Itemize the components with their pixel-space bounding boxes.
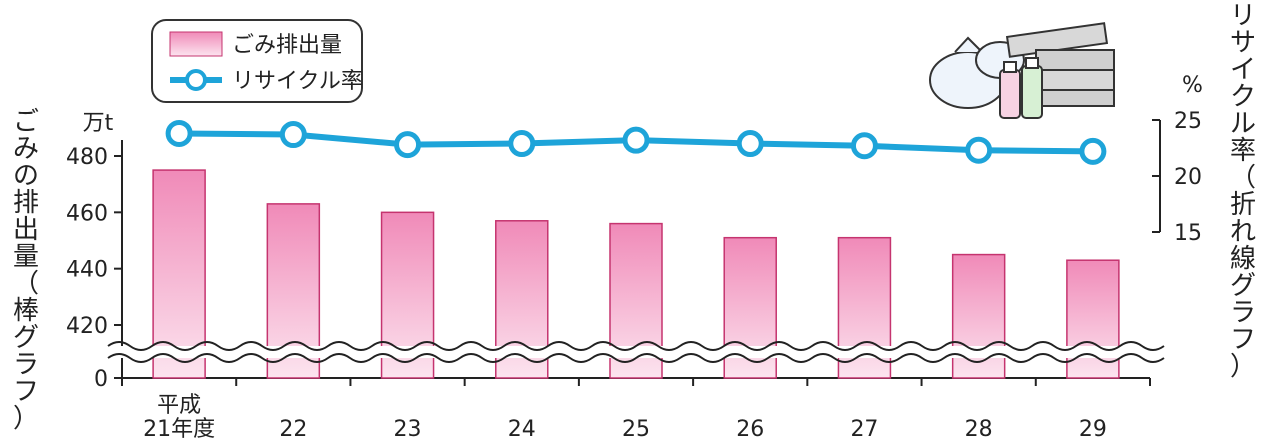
left-tick-label: 460 bbox=[66, 201, 108, 226]
line-point bbox=[394, 131, 422, 159]
right-unit-label: % bbox=[1182, 73, 1203, 98]
right-tick-label: 25 bbox=[1174, 109, 1202, 134]
axis-titles: ごみの排出量（棒グラフ） リサイクル率（折れ線グラフ） bbox=[13, 1, 1256, 434]
left-tick-label: 420 bbox=[66, 314, 108, 339]
line-point bbox=[279, 121, 307, 149]
left-tick-label: 440 bbox=[66, 258, 108, 283]
left-unit-label: 万t bbox=[83, 111, 114, 136]
x-tick-label: 平成 21年度 bbox=[143, 393, 215, 441]
break-line-upper bbox=[107, 341, 1165, 351]
x-tick-label: 25 bbox=[622, 417, 650, 441]
legend-line-label: リサイクル率 bbox=[232, 69, 363, 94]
break-line-lower bbox=[107, 353, 1165, 363]
line-point bbox=[1079, 137, 1107, 165]
x-tick-label: 22 bbox=[279, 417, 307, 441]
x-tick-label: 28 bbox=[965, 417, 993, 441]
legend-line-marker bbox=[185, 69, 207, 91]
bar bbox=[951, 253, 1006, 379]
legend: ごみ排出量 リサイクル率 bbox=[151, 19, 363, 103]
left-axis-title: ごみの排出量（棒グラフ） bbox=[13, 107, 39, 434]
line-point bbox=[736, 130, 764, 158]
line-point bbox=[165, 119, 193, 147]
x-tick-label: 27 bbox=[850, 417, 878, 441]
legend-bar-label: ごみ排出量 bbox=[232, 33, 342, 58]
line-point bbox=[508, 130, 536, 158]
line-point bbox=[965, 136, 993, 164]
bar bbox=[152, 169, 206, 379]
legend-bar-swatch bbox=[169, 31, 223, 57]
line-series bbox=[165, 119, 1107, 165]
x-tick-label: 24 bbox=[508, 417, 536, 441]
line-point bbox=[622, 126, 650, 154]
x-tick-label: 29 bbox=[1079, 417, 1107, 441]
axis-break bbox=[107, 341, 1165, 363]
x-tick-label: 26 bbox=[736, 417, 764, 441]
trash-recycling-illustration bbox=[929, 22, 1115, 119]
bar bbox=[1066, 259, 1120, 379]
right-tick-label: 20 bbox=[1174, 165, 1202, 190]
line-point bbox=[850, 132, 878, 160]
left-tick-label: 480 bbox=[66, 145, 108, 170]
tick-labels: 0 420 440 460 480 万t 15 20 25% 平成 21年度 22 23 24 25 26 27… bbox=[66, 73, 1203, 441]
left-tick-label: 0 bbox=[94, 367, 108, 392]
right-tick-label: 15 bbox=[1174, 221, 1202, 246]
x-tick-label: 23 bbox=[394, 417, 422, 441]
right-axis-title: リサイクル率（折れ線グラフ） bbox=[1230, 1, 1256, 382]
